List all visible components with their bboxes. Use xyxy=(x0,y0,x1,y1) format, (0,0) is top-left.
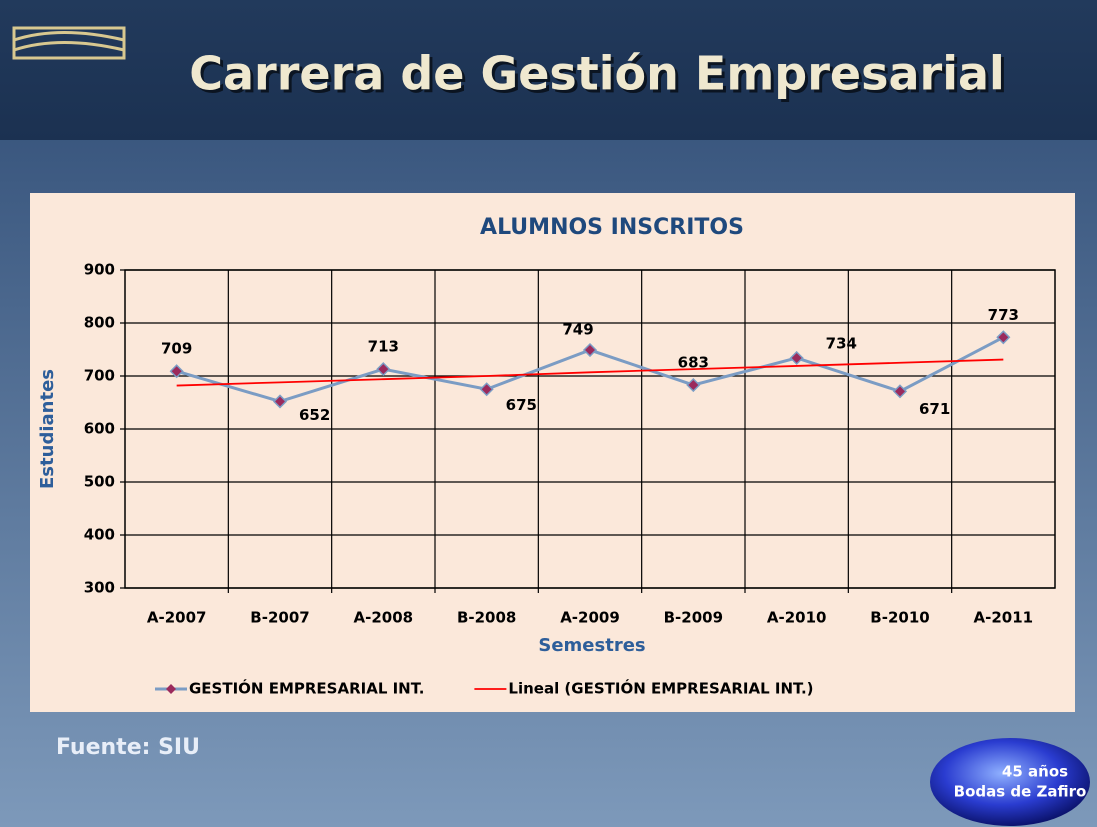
data-label: 652 xyxy=(299,406,330,424)
legend-label: Lineal (GESTIÓN EMPRESARIAL INT.) xyxy=(508,679,813,698)
data-label: 675 xyxy=(506,396,537,414)
data-label: 713 xyxy=(368,338,399,356)
x-tick-label: A-2007 xyxy=(147,609,207,627)
x-axis-title: Semestres xyxy=(538,635,645,656)
x-tick-label: B-2008 xyxy=(457,609,516,627)
y-axis-title: Estudiantes xyxy=(37,369,58,489)
x-tick-label: B-2009 xyxy=(664,609,723,627)
data-label: 773 xyxy=(988,306,1019,324)
chart-title: ALUMNOS INSCRITOS xyxy=(480,215,744,240)
data-label: 749 xyxy=(562,321,593,339)
legend-label: GESTIÓN EMPRESARIAL INT. xyxy=(189,679,424,698)
data-label: 734 xyxy=(826,334,857,352)
badge: 45 años Bodas de Zafiro xyxy=(930,738,1090,826)
x-tick-label: A-2011 xyxy=(974,609,1034,627)
y-tick-label: 700 xyxy=(84,367,115,385)
slide: Carrera de Gestión Empresarial Carrera d… xyxy=(0,0,1097,827)
x-tick-label: A-2010 xyxy=(767,609,827,627)
y-tick-label: 900 xyxy=(84,261,115,279)
y-tick-label: 300 xyxy=(84,579,115,597)
data-label: 671 xyxy=(919,400,950,418)
x-tick-label: A-2008 xyxy=(354,609,414,627)
source: Fuente: SIU xyxy=(56,735,200,760)
x-tick-label: B-2010 xyxy=(870,609,929,627)
x-tick-label: B-2007 xyxy=(250,609,309,627)
y-tick-label: 600 xyxy=(84,420,115,438)
page: Carrera de Gestión Empresarial Carrera d… xyxy=(0,0,1097,827)
slide-title: Carrera de Gestión Empresarial xyxy=(189,47,1005,101)
y-tick-label: 400 xyxy=(84,526,115,544)
y-tick-label: 800 xyxy=(84,314,115,332)
y-tick-label: 500 xyxy=(84,473,115,491)
x-tick-label: A-2009 xyxy=(560,609,620,627)
badge-line: Bodas de Zafiro xyxy=(954,783,1087,801)
badge-line: 45 años xyxy=(1002,763,1068,781)
data-label: 709 xyxy=(161,340,192,358)
